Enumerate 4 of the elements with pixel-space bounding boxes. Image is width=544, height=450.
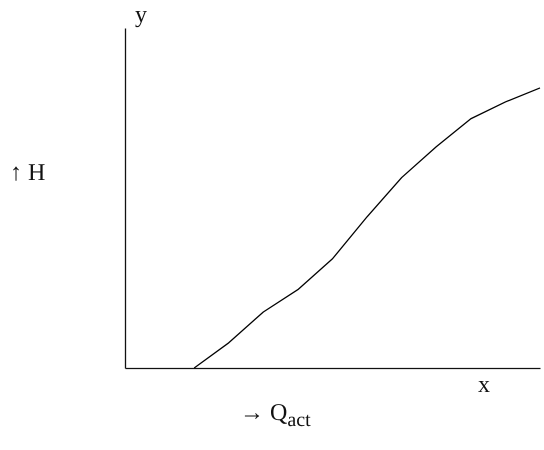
text: x	[478, 372, 490, 399]
y-axis-title: ↑ H	[10, 160, 46, 187]
text: y	[135, 2, 147, 29]
x-axis-title: → Q$_{act}$	[240, 400, 311, 432]
